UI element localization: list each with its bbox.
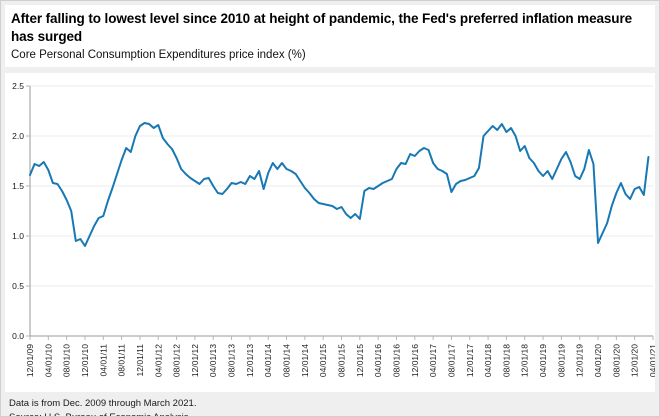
title-block: After falling to lowest level since 2010…	[5, 5, 655, 67]
footer-note: Data is from Dec. 2009 through March 202…	[9, 397, 197, 409]
y-tick-label: 1.5	[12, 181, 24, 191]
y-tick-label: 2.5	[12, 81, 24, 91]
x-tick-label: 12/01/19	[575, 343, 585, 376]
x-tick-label: 12/01/18	[520, 343, 530, 376]
x-tick-label: 12/01/11	[135, 343, 145, 376]
x-tick-label: 12/01/20	[630, 343, 640, 376]
x-tick-label: 12/01/12	[190, 343, 200, 376]
x-tick-label: 08/01/19	[556, 343, 566, 376]
x-tick-label: 04/01/18	[483, 343, 493, 376]
x-tick-label: 12/01/10	[80, 343, 90, 376]
x-tick-label: 08/01/11	[117, 343, 127, 376]
x-tick-label: 08/01/20	[611, 343, 621, 376]
x-tick-label: 04/01/17	[428, 343, 438, 376]
chart-plot-panel: 0.0 0.5 1.0 1.5 2.0 2.5 12/01/09 04/01/10 08/01/…	[5, 72, 655, 392]
x-tick-label: 04/01/14	[263, 343, 273, 376]
footer-block: Data is from Dec. 2009 through March 202…	[1, 392, 659, 416]
y-tick-label: 2.0	[12, 131, 24, 141]
axes	[29, 85, 653, 337]
x-tick-label: 12/01/09	[25, 343, 35, 376]
gridlines	[30, 85, 653, 287]
y-axis-labels: 0.0 0.5 1.0 1.5 2.0 2.5	[12, 81, 30, 341]
y-tick-label: 0.5	[12, 281, 24, 291]
line-chart: 0.0 0.5 1.0 1.5 2.0 2.5 12/01/09 04/01/10 08/01/…	[12, 81, 655, 377]
x-tick-label: 04/01/10	[43, 343, 53, 376]
x-tick-label: 08/01/10	[62, 343, 72, 376]
x-tick-label: 08/01/15	[337, 343, 347, 376]
x-tick-label: 12/01/13	[245, 343, 255, 376]
y-tick-label: 1.0	[12, 231, 24, 241]
x-tick-label: 08/01/14	[282, 343, 292, 376]
x-axis-labels: 12/01/09 04/01/10 08/01/10 12/01/10 04/01/11…	[25, 335, 655, 377]
x-tick-label: 04/01/19	[538, 343, 548, 376]
x-tick-label: 04/01/20	[593, 343, 603, 376]
page-title: After falling to lowest level since 2010…	[11, 11, 633, 44]
x-tick-label: 04/01/15	[318, 343, 328, 376]
x-tick-label: 12/01/14	[300, 343, 310, 376]
x-tick-label: 08/01/17	[446, 343, 456, 376]
y-tick-label: 0.0	[12, 331, 24, 341]
series-line-core-pce	[29, 121, 650, 247]
x-tick-label: 12/01/17	[465, 343, 475, 376]
x-tick-label: 04/01/12	[153, 343, 163, 376]
x-tick-label: 08/01/16	[391, 343, 401, 376]
footer-source: Source: U.S. Bureau of Economic Analysis	[9, 411, 655, 416]
x-tick-label: 12/01/16	[410, 343, 420, 376]
x-tick-label: 12/01/15	[355, 343, 365, 376]
chart-subtitle: Core Personal Consumption Expenditures p…	[11, 48, 306, 61]
x-tick-label: 08/01/18	[501, 343, 511, 376]
x-tick-label: 04/01/21	[648, 343, 655, 376]
x-tick-label: 04/01/16	[373, 343, 383, 376]
x-tick-label: 04/01/13	[208, 343, 218, 376]
x-tick-label: 04/01/11	[98, 343, 108, 376]
x-tick-label: 08/01/12	[172, 343, 182, 376]
x-tick-label: 08/01/13	[227, 343, 237, 376]
